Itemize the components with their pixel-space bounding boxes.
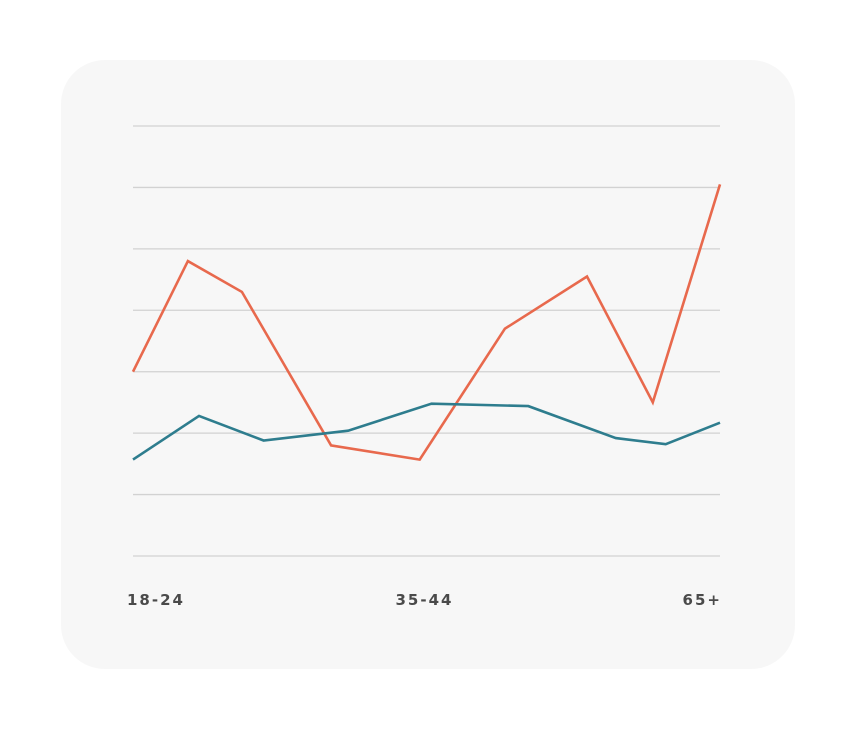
x-tick-label: 35-44: [396, 591, 454, 609]
x-tick-label: 65+: [683, 591, 722, 609]
series-line-2: [132, 402, 721, 461]
gridlines: [133, 125, 720, 557]
x-axis-tick-labels: 18-24 35-44 65+: [127, 591, 722, 609]
chart-card: [61, 60, 795, 669]
series-lines: [131, 184, 722, 462]
x-tick-label: 18-24: [127, 591, 185, 609]
series-line-1: [131, 184, 722, 462]
